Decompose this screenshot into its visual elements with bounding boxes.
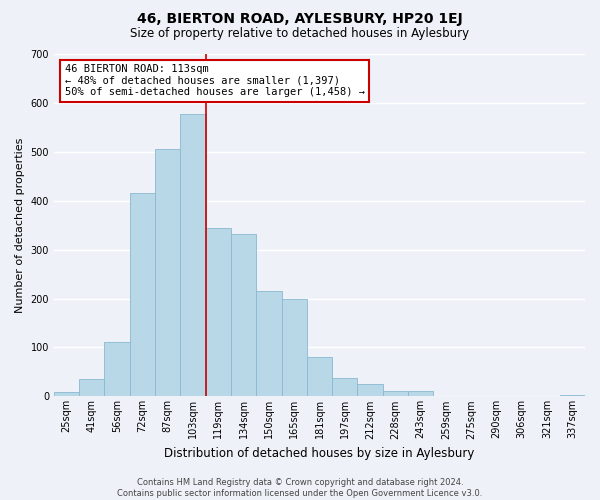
Bar xyxy=(307,358,332,397)
Bar xyxy=(256,291,281,397)
Bar xyxy=(79,380,104,396)
X-axis label: Distribution of detached houses by size in Aylesbury: Distribution of detached houses by size … xyxy=(164,447,475,460)
Bar xyxy=(104,342,130,396)
Bar xyxy=(281,298,307,396)
Bar xyxy=(332,378,358,396)
Text: Size of property relative to detached houses in Aylesbury: Size of property relative to detached ho… xyxy=(130,28,470,40)
Bar xyxy=(130,194,155,396)
Bar xyxy=(206,228,231,396)
Text: Contains HM Land Registry data © Crown copyright and database right 2024.
Contai: Contains HM Land Registry data © Crown c… xyxy=(118,478,482,498)
Bar xyxy=(560,395,585,396)
Y-axis label: Number of detached properties: Number of detached properties xyxy=(15,138,25,313)
Bar xyxy=(231,234,256,396)
Bar xyxy=(54,392,79,396)
Bar xyxy=(155,150,181,396)
Bar xyxy=(358,384,383,396)
Bar xyxy=(181,114,206,397)
Text: 46 BIERTON ROAD: 113sqm
← 48% of detached houses are smaller (1,397)
50% of semi: 46 BIERTON ROAD: 113sqm ← 48% of detache… xyxy=(65,64,365,98)
Bar xyxy=(408,390,433,396)
Bar xyxy=(383,390,408,396)
Text: 46, BIERTON ROAD, AYLESBURY, HP20 1EJ: 46, BIERTON ROAD, AYLESBURY, HP20 1EJ xyxy=(137,12,463,26)
